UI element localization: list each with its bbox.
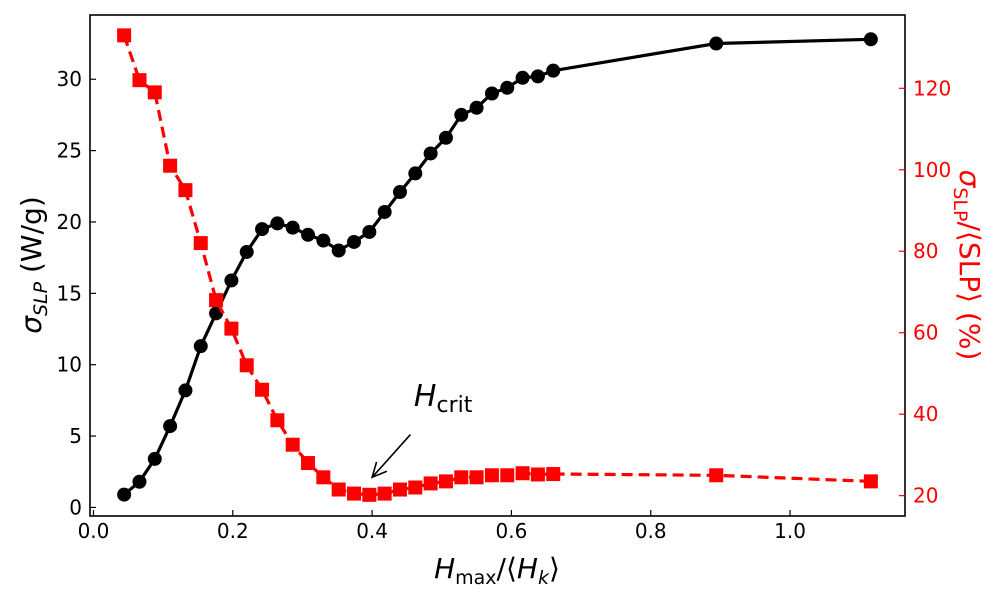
data-point-percent [117, 28, 132, 43]
y-left-tick-label: 20 [57, 210, 82, 234]
data-point-percent [316, 470, 331, 485]
data-point-percent [347, 486, 362, 501]
data-point-percent [863, 474, 878, 489]
x-tick-label: 1.0 [774, 519, 806, 543]
data-point-percent [224, 321, 239, 336]
data-point-percent [362, 487, 377, 502]
data-point-percent [147, 85, 162, 100]
data-point-percent [239, 358, 254, 373]
data-point-percent [454, 470, 469, 485]
data-point-percent [270, 413, 285, 428]
data-point-sigma [193, 339, 208, 354]
data-point-sigma [392, 184, 407, 199]
data-point-percent [301, 456, 316, 471]
y-right-tick-label: 120 [913, 76, 951, 100]
data-point-sigma [469, 100, 484, 115]
data-point-sigma [438, 130, 453, 145]
y-right-axis-title: σSLP/⟨SLP⟩ (%) [949, 170, 986, 361]
y-left-tick-label: 25 [57, 139, 82, 163]
data-point-percent [709, 468, 724, 483]
data-point-sigma [484, 86, 499, 101]
data-point-sigma [530, 69, 545, 84]
data-point-sigma [285, 220, 300, 235]
data-point-sigma [377, 204, 392, 219]
data-point-percent [408, 480, 423, 495]
data-point-sigma [347, 234, 362, 249]
annotation-arrow-head [370, 461, 388, 479]
data-point-sigma [423, 146, 438, 161]
data-point-sigma [316, 233, 331, 248]
data-point-percent [500, 468, 515, 483]
data-point-percent [331, 482, 346, 497]
data-point-sigma [362, 224, 377, 239]
data-point-percent [469, 470, 484, 485]
series-line-percent [122, 34, 871, 497]
data-point-sigma [117, 487, 132, 502]
x-tick-label: 0.2 [217, 519, 249, 543]
x-axis-title: Hmax/⟨Hk⟩ [434, 552, 560, 589]
x-tick-label: 0.8 [635, 519, 667, 543]
data-point-percent [423, 476, 438, 491]
data-point-sigma [163, 419, 178, 434]
data-point-sigma [132, 474, 147, 489]
data-point-percent [438, 474, 453, 489]
y-right-tick-label: 40 [913, 402, 938, 426]
plot-frame [89, 14, 906, 517]
data-point-sigma [331, 243, 346, 258]
y-left-tick-label: 30 [57, 67, 82, 91]
data-point-percent [484, 468, 499, 483]
data-point-percent [193, 236, 208, 251]
data-point-percent [377, 486, 392, 501]
data-point-sigma [224, 273, 239, 288]
data-point-sigma [515, 70, 530, 85]
y-right-tick-label: 80 [913, 239, 938, 263]
annotation-label: Hcrit [414, 379, 473, 418]
data-point-percent [530, 467, 545, 482]
data-point-percent [285, 437, 300, 452]
y-left-axis-title: σSLP (W/g) [15, 196, 52, 334]
y-left-tick-label: 0 [69, 495, 82, 519]
data-point-percent [178, 183, 193, 198]
y-left-tick-label: 5 [69, 424, 82, 448]
data-point-sigma [863, 32, 878, 47]
data-point-sigma [709, 36, 724, 51]
data-point-percent [132, 73, 147, 88]
data-point-sigma [147, 451, 162, 466]
y-left-tick-label: 10 [57, 353, 82, 377]
data-point-percent [163, 158, 178, 173]
data-point-sigma [255, 222, 270, 237]
x-tick-label: 0.6 [496, 519, 528, 543]
data-point-percent [392, 482, 407, 497]
data-point-sigma [454, 107, 469, 122]
annotation-arrow-shaft [371, 434, 412, 478]
data-point-percent [546, 467, 561, 482]
x-tick-label: 0.4 [356, 519, 388, 543]
data-point-sigma [500, 80, 515, 95]
data-point-sigma [301, 227, 316, 242]
data-point-percent [209, 293, 224, 308]
x-tick-label: 0.0 [78, 519, 110, 543]
y-right-tick-label: 60 [913, 321, 938, 345]
data-point-sigma [408, 166, 423, 181]
y-right-tick-label: 20 [913, 484, 938, 508]
y-right-tick-label: 100 [913, 158, 951, 182]
data-point-sigma [270, 216, 285, 231]
data-point-sigma [546, 63, 561, 78]
series-line-sigma [123, 37, 871, 496]
data-point-sigma [178, 383, 193, 398]
y-left-tick-label: 15 [57, 281, 82, 305]
data-point-percent [515, 466, 530, 481]
data-point-percent [255, 382, 270, 397]
data-point-sigma [239, 244, 254, 259]
